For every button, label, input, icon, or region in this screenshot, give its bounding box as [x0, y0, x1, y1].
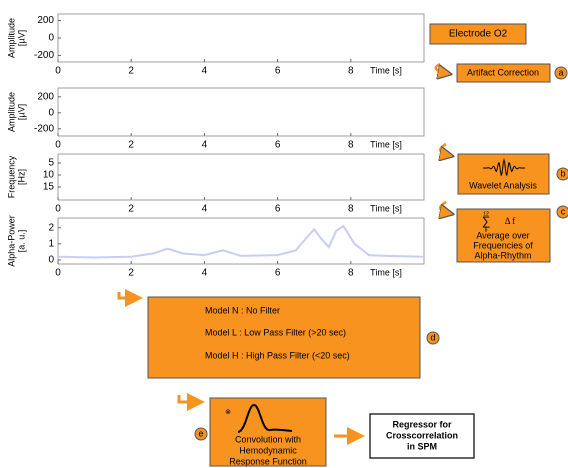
x-tick-label: 2 — [128, 66, 134, 77]
x-tick-label: 0 — [55, 268, 61, 279]
marker: c — [561, 206, 566, 216]
marker-circle — [194, 427, 208, 441]
convolution-line: Response Function — [229, 456, 307, 466]
regressor-line: in SPM — [407, 441, 437, 451]
y-axis-label: [Hz] — [16, 169, 26, 185]
arrow — [177, 393, 205, 411]
artifact-box — [456, 63, 551, 83]
average-box — [456, 208, 551, 263]
x-tick-label: 4 — [202, 268, 208, 279]
x-axis-label: Time [s] — [370, 139, 402, 149]
delta-f: Δ f — [505, 216, 516, 226]
y-tick-label: 200 — [37, 15, 54, 26]
x-tick-label: 0 — [55, 204, 61, 215]
average-line: Frequencies of — [473, 240, 533, 250]
plot-area — [57, 87, 425, 137]
x-tick-label: 6 — [275, 268, 281, 279]
models-box — [147, 296, 421, 379]
electrode-box — [429, 23, 527, 45]
y-tick-label: 2 — [48, 222, 54, 233]
y-axis-label: [µV] — [16, 30, 26, 46]
x-axis-label: Time [s] — [370, 65, 402, 75]
average-line: Alpha-Rhythm — [474, 250, 531, 260]
y-tick-label: 1 — [48, 238, 54, 249]
regressor-box — [369, 413, 475, 459]
arrow — [117, 289, 143, 307]
sum-sign: ∑ — [482, 214, 491, 228]
y-tick-label: 10 — [43, 170, 55, 181]
x-tick-label: 6 — [275, 140, 281, 151]
marker: b — [560, 168, 565, 178]
alpha-power-line — [57, 224, 425, 259]
x-tick-label: 8 — [348, 140, 354, 151]
x-axis-label: Time [s] — [370, 267, 402, 277]
convolution-line: Convolution with — [235, 434, 301, 444]
marker: a — [558, 67, 563, 77]
arrow — [440, 200, 452, 214]
plot-area — [57, 153, 425, 201]
x-tick-label: 8 — [348, 204, 354, 215]
arrow — [440, 142, 452, 156]
y-tick-label: -200 — [34, 123, 54, 134]
electrode-label: Electrode O2 — [449, 29, 508, 40]
x-tick-label: 4 — [202, 204, 208, 215]
convolution-box — [209, 397, 327, 467]
x-tick-label: 4 — [202, 66, 208, 77]
convolution-symbol: ⊗ — [225, 409, 231, 416]
sum-upper: 12 — [483, 211, 489, 217]
plot-area — [57, 13, 425, 63]
marker: d — [430, 332, 435, 342]
x-tick-label: 8 — [348, 66, 354, 77]
x-tick-label: 0 — [55, 66, 61, 77]
hrf-icon — [237, 403, 293, 433]
y-tick-label: 200 — [37, 91, 54, 102]
regressor-line: Regressor for — [392, 419, 452, 429]
y-tick-label: 15 — [43, 182, 55, 193]
y-tick-label: 0 — [48, 107, 54, 118]
y-tick-label: 0 — [48, 255, 54, 266]
y-axis-label: [a. u.] — [16, 230, 26, 253]
y-axis-label: [µV] — [16, 104, 26, 120]
x-tick-label: 8 — [348, 268, 354, 279]
y-axis-label: Amplitude — [6, 18, 16, 58]
y-tick-label: 0 — [48, 33, 54, 44]
y-tick-label: 5 — [48, 158, 54, 169]
y-axis-label: Frequency — [6, 155, 16, 198]
x-tick-label: 6 — [275, 66, 281, 77]
y-axis-label: Amplitude — [6, 92, 16, 132]
x-tick-label: 2 — [128, 204, 134, 215]
model-line: Model L : Low Pass Filter (>20 sec) — [205, 327, 346, 337]
marker: e — [198, 428, 203, 438]
x-tick-label: 2 — [128, 268, 134, 279]
marker-circle — [556, 205, 568, 219]
marker-circle — [426, 331, 440, 345]
convolution-line: Hemodynamic — [239, 445, 297, 455]
arrow — [434, 62, 450, 74]
sum-lower: 8 — [485, 227, 488, 233]
y-tick-label: -200 — [34, 50, 54, 61]
x-tick-label: 0 — [55, 140, 61, 151]
x-tick-label: 6 — [275, 204, 281, 215]
x-tick-label: 4 — [202, 140, 208, 151]
regressor-line: Crosscorrelation — [386, 430, 458, 440]
model-line: Model N : No Filter — [205, 305, 280, 315]
wavelet-icon — [482, 158, 526, 177]
marker-circle — [554, 66, 568, 80]
artifact-label: Artifact Correction — [467, 67, 539, 77]
wavelet-label: Wavelet Analysis — [469, 180, 537, 190]
average-line: Average over — [476, 230, 529, 240]
x-tick-label: 2 — [128, 140, 134, 151]
model-line: Model H : High Pass Filter (<20 sec) — [205, 350, 350, 360]
marker-circle — [556, 167, 568, 181]
y-axis-label: Alpha-Power — [6, 215, 16, 267]
x-axis-label: Time [s] — [370, 203, 402, 213]
